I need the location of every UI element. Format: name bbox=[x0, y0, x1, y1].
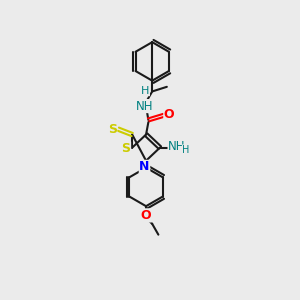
Text: NH: NH bbox=[136, 100, 153, 112]
Text: NH: NH bbox=[168, 140, 186, 153]
Text: H: H bbox=[141, 86, 149, 96]
Text: N: N bbox=[139, 160, 150, 173]
Text: O: O bbox=[141, 209, 152, 222]
Text: S: S bbox=[108, 123, 117, 136]
Text: S: S bbox=[122, 142, 130, 155]
Text: H: H bbox=[182, 145, 190, 155]
Text: O: O bbox=[164, 108, 175, 121]
